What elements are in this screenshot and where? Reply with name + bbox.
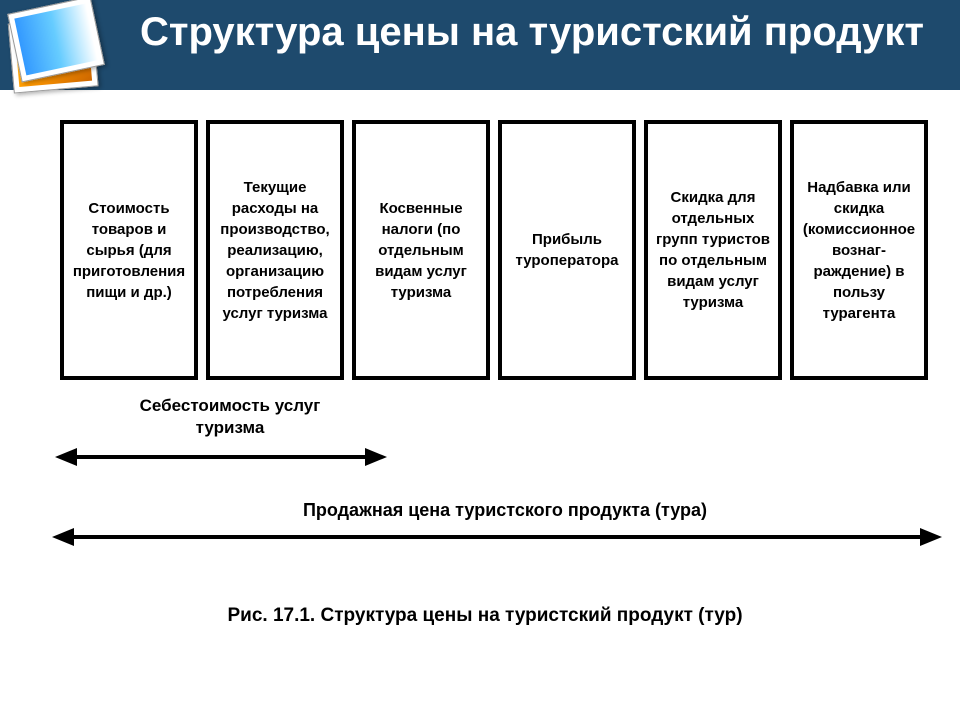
caption-text: Структура цены на туристский продукт (ту…: [321, 605, 743, 626]
slide-title: Структура цены на туристский продукт: [140, 10, 924, 54]
corner-thumbnails: [0, 0, 106, 101]
box-operator-profit: Прибыль туропе­ратора: [498, 120, 636, 380]
box-group-discount: Скидка для отдельных групп туристов по о…: [644, 120, 782, 380]
cost-arrow-right: [365, 448, 387, 466]
sale-arrow-right: [920, 528, 942, 546]
caption-prefix: Рис. 17.1.: [227, 605, 315, 626]
sale-price-label: Продажная цена туристского продукта (тур…: [255, 500, 755, 521]
box-current-expenses: Текущие расходы на производство, реализа…: [206, 120, 344, 380]
sale-arrow-left: [52, 528, 74, 546]
cost-arrow-line: [72, 455, 370, 459]
cost-label: Себестоимость услуг туризма: [130, 395, 330, 439]
box-cost-goods: Стоимость товаров и сырья (для приго­тов…: [60, 120, 198, 380]
sale-arrow-line: [70, 535, 925, 539]
box-agent-markup: Надбавка или скидка (комиссион­ное возна…: [790, 120, 928, 380]
figure-caption: Рис. 17.1. Структура цены на туристский …: [165, 605, 805, 627]
price-structure-boxes: Стоимость товаров и сырья (для приго­тов…: [60, 120, 930, 380]
cost-arrow-left: [55, 448, 77, 466]
box-indirect-taxes: Косвенные налоги (по отдельным видам усл…: [352, 120, 490, 380]
